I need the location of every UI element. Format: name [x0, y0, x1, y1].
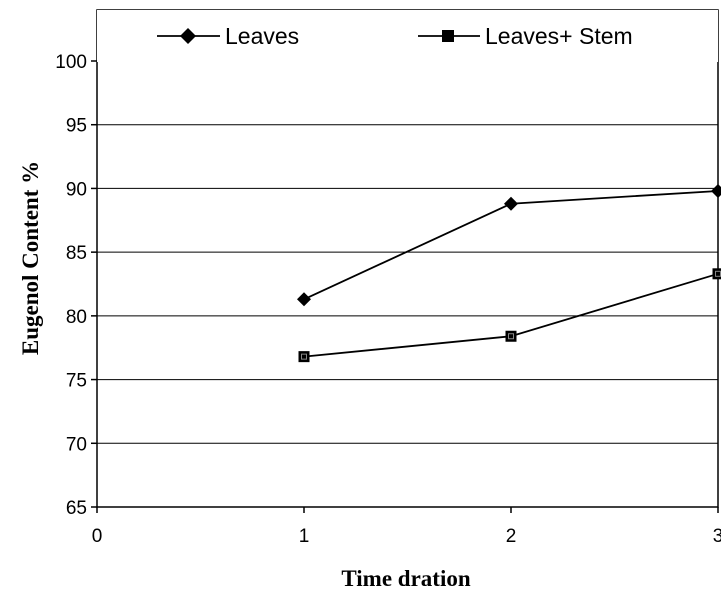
x-tick-label-3: 3	[713, 526, 721, 547]
x-tick-label-1: 1	[299, 526, 310, 547]
y-tick-label-80: 80	[66, 307, 87, 328]
y-axis-title: Eugenol Content %	[18, 161, 43, 355]
y-tick-label-85: 85	[66, 243, 87, 264]
series-layer	[297, 183, 721, 363]
x-tick-label-2: 2	[506, 526, 517, 547]
y-tick-label-70: 70	[66, 434, 87, 455]
series-0-point-2	[711, 183, 721, 198]
legend-label-leaves: Leaves	[225, 23, 299, 49]
x-tick-label-0: 0	[92, 526, 103, 547]
series-1-point-0-inner	[301, 353, 307, 360]
y-tick-label-95: 95	[66, 116, 87, 137]
y-axis-ticks: 65 70 75 80 85 90 95 100	[55, 52, 97, 519]
legend: Leaves Leaves+ Stem	[97, 10, 718, 62]
series-1-point-1	[505, 330, 517, 342]
series-1-point-1-inner	[508, 333, 514, 340]
series-1-point-0	[298, 351, 310, 363]
series-0-point-1	[504, 196, 518, 211]
legend-marker-leaves-stem	[442, 30, 454, 42]
x-axis-ticks: 0 1 2 3	[92, 507, 721, 547]
x-axis-title: Time dration	[341, 566, 470, 591]
series-line-1	[303, 272, 719, 358]
y-tick-label-100: 100	[55, 52, 87, 73]
series-0-point-0	[297, 292, 311, 307]
legend-marker-leaves	[180, 28, 196, 44]
y-tick-label-65: 65	[66, 498, 87, 519]
plot-area-frame	[96, 9, 719, 508]
y-tick-label-75: 75	[66, 371, 87, 392]
series-1-point-2	[712, 268, 721, 280]
legend-label-leaves-stem: Leaves+ Stem	[485, 23, 633, 49]
y-tick-label-90: 90	[66, 179, 87, 200]
